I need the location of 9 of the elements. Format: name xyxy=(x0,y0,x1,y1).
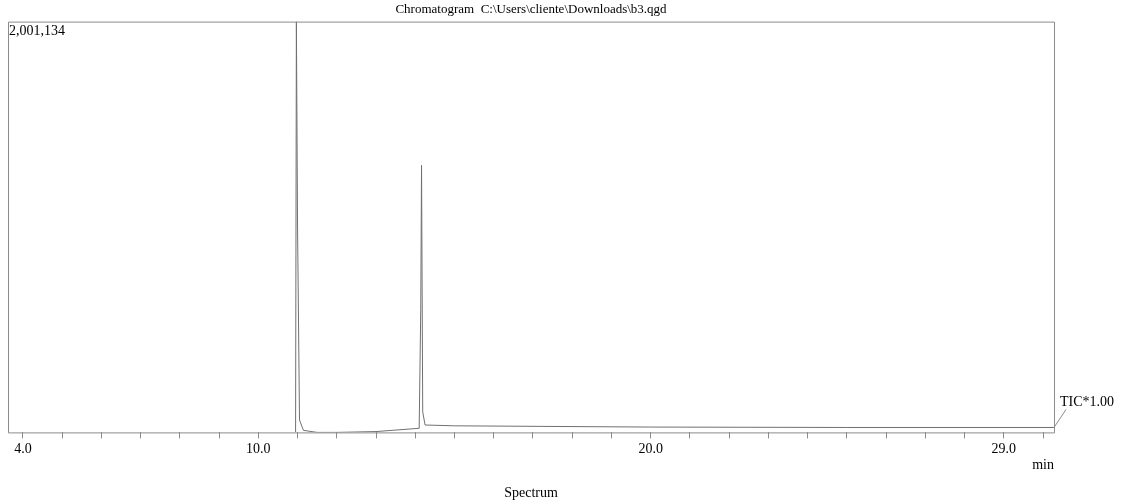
chart-title: Chromatogram C:\Users\cliente\Downloads\b3.qgd xyxy=(395,1,668,17)
x-tick-label: 20.0 xyxy=(638,441,663,457)
annotation: 2,001,134 xyxy=(9,23,65,39)
x-axis-title: min xyxy=(1032,457,1054,473)
x-tick-label: 10.0 xyxy=(246,441,271,457)
annotation: TIC*1.00 xyxy=(1060,394,1115,410)
x-tick-label: 4.0 xyxy=(14,441,32,457)
text: Spectrum xyxy=(504,484,558,500)
x-tick-label: 29.0 xyxy=(991,441,1017,457)
